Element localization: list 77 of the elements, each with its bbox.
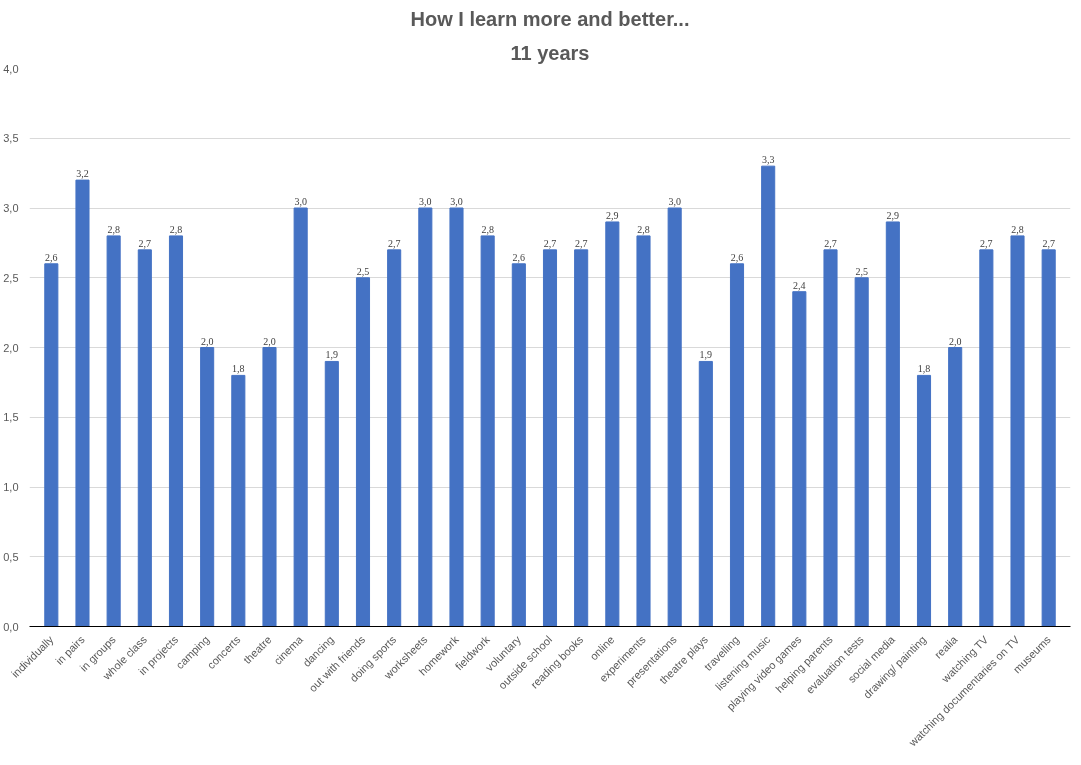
bar [231,374,246,627]
bar [885,221,900,627]
data-label: 2,9 [886,209,900,221]
bar [262,347,277,627]
data-label: 1,8 [917,363,931,375]
bar [449,207,464,627]
bar [511,263,526,627]
data-label: 2,6 [45,251,58,263]
data-label: 3,0 [294,196,307,207]
bar [418,207,433,627]
bar [324,360,339,627]
data-label: 3,0 [419,196,432,207]
bar [1010,235,1025,627]
data-label: 3,3 [761,154,775,166]
data-label: 2,8 [107,223,120,235]
bar [106,235,121,627]
data-label: 2,7 [980,237,993,249]
data-label: 2,0 [948,335,962,347]
bar [137,249,152,627]
bar [854,277,869,627]
data-label: 2,8 [637,223,650,235]
y-tick-label: 2,0 [3,341,19,354]
data-label: 2,8 [1011,223,1024,235]
data-label: 2,7 [824,237,837,249]
bar [75,179,90,627]
data-label: 2,7 [1042,237,1055,249]
y-tick-label: 0,5 [3,550,19,563]
bar [729,263,745,627]
data-label: 2,7 [138,237,152,249]
data-label: 1,8 [232,363,245,375]
data-label: 2,5 [855,265,868,277]
data-label: 3,2 [76,168,89,180]
bar [542,249,558,627]
bar [1041,249,1056,627]
bar [200,347,215,627]
y-tick-label: 3,0 [3,202,19,214]
bar [44,263,59,627]
y-tick-label: 1,0 [3,481,19,493]
data-label: 2,7 [387,237,401,249]
bar [948,347,963,627]
bar [480,235,495,627]
data-label: 2,7 [574,237,588,249]
bar [792,291,807,627]
data-label: 2,0 [200,335,214,347]
bar [168,235,184,627]
bar [605,221,620,627]
bar [293,207,308,627]
data-label: 2,6 [730,251,744,263]
data-label: 2,4 [793,279,806,291]
data-label: 1,9 [325,349,339,361]
bar [355,277,371,627]
bar [698,360,713,627]
data-label: 2,8 [169,223,183,235]
bar [979,249,994,627]
bar [916,374,932,627]
y-tick-label: 3,5 [3,132,19,145]
y-tick-label: 0,0 [3,620,19,633]
data-label: 1,9 [699,349,713,361]
data-label: 3,0 [450,196,463,207]
bar [636,235,651,627]
data-label: 3,0 [668,196,681,207]
bar [823,249,838,627]
data-label: 2,7 [543,237,557,249]
data-label: 2,5 [356,265,370,277]
data-label: 2,8 [481,223,494,235]
chart-subtitle: 11 years [510,41,590,64]
bar [574,249,589,627]
chart-title: How I learn more and better... [410,7,690,30]
bar [387,249,402,627]
bar [667,207,682,627]
y-tick-label: 1,5 [3,411,19,424]
data-label: 2,6 [512,251,526,263]
data-label: 2,0 [263,335,276,347]
bar [761,165,776,627]
y-tick-label: 4,0 [3,62,19,75]
y-tick-label: 2,5 [3,271,19,284]
data-label: 2,9 [606,209,619,221]
